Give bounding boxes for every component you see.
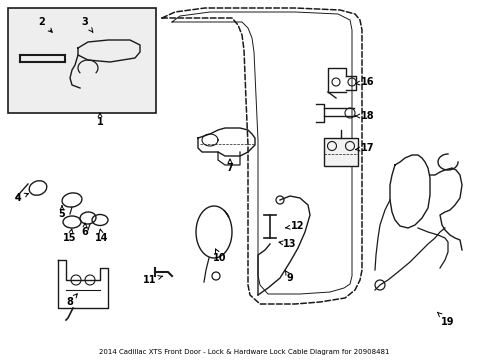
Text: 10: 10 xyxy=(213,249,226,263)
Text: 3: 3 xyxy=(81,17,93,32)
Text: 5: 5 xyxy=(59,206,65,219)
Text: 11: 11 xyxy=(143,275,162,285)
Text: 14: 14 xyxy=(95,229,108,243)
FancyBboxPatch shape xyxy=(8,8,156,113)
Text: 8: 8 xyxy=(66,294,77,307)
Text: 13: 13 xyxy=(279,239,296,249)
Text: 16: 16 xyxy=(355,77,374,87)
Text: 6: 6 xyxy=(81,223,88,237)
Text: 15: 15 xyxy=(63,229,77,243)
Text: 12: 12 xyxy=(285,221,304,231)
Text: 17: 17 xyxy=(355,143,374,153)
FancyBboxPatch shape xyxy=(324,138,357,166)
Text: 18: 18 xyxy=(355,111,374,121)
Text: 1: 1 xyxy=(97,113,103,127)
Text: 2: 2 xyxy=(39,17,52,32)
Text: 7: 7 xyxy=(226,159,233,173)
Text: 19: 19 xyxy=(437,312,454,327)
Text: 9: 9 xyxy=(285,270,293,283)
Text: 4: 4 xyxy=(15,193,28,203)
Text: 2014 Cadillac XTS Front Door - Lock & Hardware Lock Cable Diagram for 20908481: 2014 Cadillac XTS Front Door - Lock & Ha… xyxy=(99,349,389,355)
